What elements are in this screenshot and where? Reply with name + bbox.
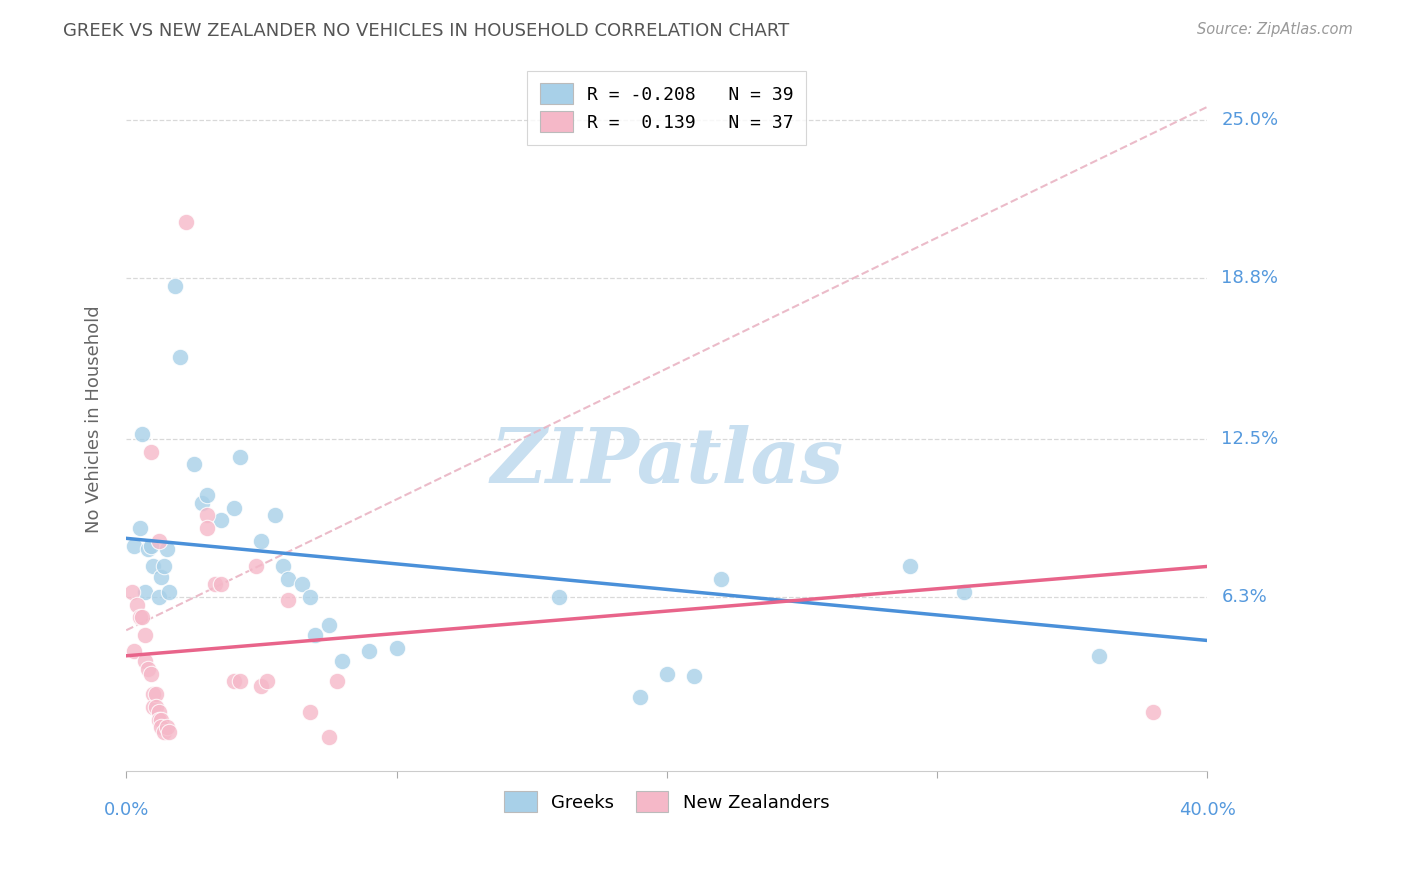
Point bbox=[195, 508, 218, 523]
Point bbox=[134, 585, 156, 599]
Point bbox=[134, 654, 156, 668]
Point bbox=[195, 488, 218, 502]
Point bbox=[298, 705, 321, 719]
Point bbox=[250, 680, 273, 694]
Point bbox=[191, 495, 214, 509]
Point bbox=[250, 533, 273, 548]
Point bbox=[264, 508, 287, 523]
Point bbox=[142, 559, 165, 574]
Text: GREEK VS NEW ZEALANDER NO VEHICLES IN HOUSEHOLD CORRELATION CHART: GREEK VS NEW ZEALANDER NO VEHICLES IN HO… bbox=[63, 22, 790, 40]
Point bbox=[183, 458, 205, 472]
Point bbox=[953, 585, 976, 599]
Point bbox=[277, 572, 299, 586]
Point bbox=[145, 699, 167, 714]
Point bbox=[547, 590, 569, 604]
Point bbox=[148, 705, 170, 719]
Point bbox=[256, 674, 278, 689]
Point bbox=[156, 541, 179, 556]
Point bbox=[655, 666, 678, 681]
Point bbox=[136, 662, 159, 676]
Point bbox=[710, 572, 733, 586]
Point bbox=[229, 450, 252, 464]
Point bbox=[1142, 705, 1164, 719]
Point bbox=[318, 731, 340, 745]
Point bbox=[139, 666, 162, 681]
Point bbox=[150, 720, 173, 734]
Point bbox=[898, 559, 921, 574]
Point bbox=[304, 628, 326, 642]
Point bbox=[153, 725, 176, 739]
Point bbox=[145, 687, 167, 701]
Point bbox=[204, 577, 226, 591]
Point bbox=[131, 426, 153, 441]
Text: 6.3%: 6.3% bbox=[1222, 588, 1267, 606]
Point bbox=[174, 215, 197, 229]
Point bbox=[136, 541, 159, 556]
Point bbox=[134, 628, 156, 642]
Point bbox=[224, 500, 246, 515]
Point bbox=[125, 598, 148, 612]
Point bbox=[359, 643, 381, 657]
Point bbox=[148, 590, 170, 604]
Point bbox=[326, 674, 349, 689]
Point bbox=[169, 350, 191, 364]
Point bbox=[121, 585, 143, 599]
Point bbox=[156, 720, 179, 734]
Point bbox=[298, 590, 321, 604]
Point bbox=[209, 577, 232, 591]
Text: 25.0%: 25.0% bbox=[1222, 111, 1278, 128]
Point bbox=[628, 690, 651, 704]
Point bbox=[277, 592, 299, 607]
Point bbox=[124, 539, 146, 553]
Text: 12.5%: 12.5% bbox=[1222, 430, 1278, 448]
Point bbox=[124, 643, 146, 657]
Point bbox=[245, 559, 267, 574]
Point bbox=[139, 539, 162, 553]
Point bbox=[224, 674, 246, 689]
Point bbox=[150, 713, 173, 727]
Point bbox=[159, 585, 181, 599]
Point bbox=[128, 521, 150, 535]
Point bbox=[142, 687, 165, 701]
Point bbox=[291, 577, 314, 591]
Point bbox=[229, 674, 252, 689]
Point bbox=[163, 278, 186, 293]
Point bbox=[318, 618, 340, 632]
Text: 18.8%: 18.8% bbox=[1222, 268, 1278, 287]
Legend: Greeks, New Zealanders: Greeks, New Zealanders bbox=[492, 779, 842, 825]
Point bbox=[271, 559, 294, 574]
Point bbox=[332, 654, 354, 668]
Point bbox=[209, 513, 232, 527]
Point bbox=[142, 699, 165, 714]
Point bbox=[139, 444, 162, 458]
Point bbox=[148, 713, 170, 727]
Point bbox=[1088, 648, 1111, 663]
Y-axis label: No Vehicles in Household: No Vehicles in Household bbox=[86, 306, 103, 533]
Text: 0.0%: 0.0% bbox=[104, 801, 149, 819]
Text: ZIPatlas: ZIPatlas bbox=[491, 425, 844, 499]
Point bbox=[195, 521, 218, 535]
Point bbox=[385, 641, 408, 656]
Text: Source: ZipAtlas.com: Source: ZipAtlas.com bbox=[1197, 22, 1353, 37]
Point bbox=[128, 610, 150, 624]
Point bbox=[682, 669, 704, 683]
Point bbox=[131, 610, 153, 624]
Point bbox=[159, 725, 181, 739]
Point bbox=[153, 559, 176, 574]
Point bbox=[148, 533, 170, 548]
Point bbox=[150, 569, 173, 583]
Text: 40.0%: 40.0% bbox=[1180, 801, 1236, 819]
